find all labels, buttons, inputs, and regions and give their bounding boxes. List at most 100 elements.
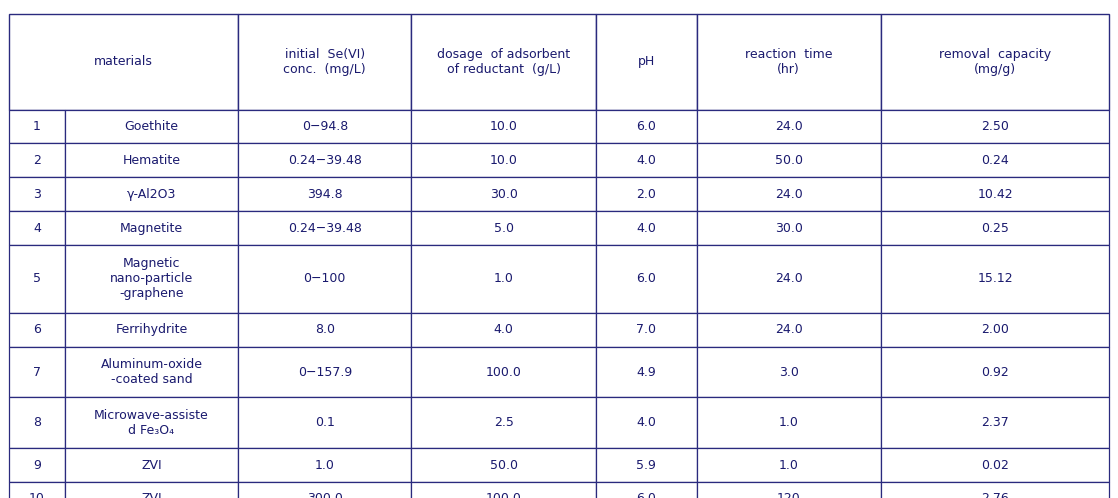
Bar [238, 14, 411, 110]
Text: removal  capacity
(mg/g): removal capacity (mg/g) [939, 48, 1051, 76]
Bar [881, 211, 1109, 245]
Text: 3: 3 [32, 188, 41, 201]
Bar [9, 448, 65, 482]
Bar [238, 397, 411, 448]
Text: 6.0: 6.0 [636, 493, 656, 498]
Bar [596, 211, 697, 245]
Bar [411, 397, 596, 448]
Bar [238, 177, 411, 211]
Bar [596, 110, 697, 143]
Text: 50.0: 50.0 [490, 459, 518, 472]
Bar [881, 313, 1109, 347]
Bar [9, 245, 65, 313]
Text: 7: 7 [32, 366, 41, 378]
Bar [9, 143, 65, 177]
Text: 0−94.8: 0−94.8 [302, 120, 348, 133]
Bar [65, 143, 238, 177]
Bar [697, 482, 881, 498]
Text: Magnetic
nano-particle
-graphene: Magnetic nano-particle -graphene [110, 257, 193, 300]
Bar [65, 482, 238, 498]
Bar [411, 448, 596, 482]
Text: 24.0: 24.0 [775, 188, 803, 201]
Bar [238, 448, 411, 482]
Text: 0.24−39.48: 0.24−39.48 [287, 222, 362, 235]
Bar [238, 482, 411, 498]
Text: 0.24: 0.24 [982, 154, 1008, 167]
Bar [697, 14, 881, 110]
Text: 0.24−39.48: 0.24−39.48 [287, 154, 362, 167]
Text: 2.37: 2.37 [982, 416, 1008, 429]
Bar [697, 245, 881, 313]
Bar [881, 177, 1109, 211]
Text: 0.02: 0.02 [982, 459, 1008, 472]
Bar [9, 110, 65, 143]
Bar [697, 143, 881, 177]
Text: 0.1: 0.1 [315, 416, 334, 429]
Bar [697, 211, 881, 245]
Bar [881, 14, 1109, 110]
Text: 6: 6 [32, 323, 41, 336]
Text: 2: 2 [32, 154, 41, 167]
Text: 2.5: 2.5 [494, 416, 513, 429]
Bar [881, 347, 1109, 397]
Text: 6.0: 6.0 [636, 120, 656, 133]
Bar [65, 177, 238, 211]
Bar [596, 448, 697, 482]
Bar [65, 448, 238, 482]
Text: ZVI: ZVI [141, 459, 162, 472]
Bar [596, 347, 697, 397]
Bar [596, 245, 697, 313]
Text: 24.0: 24.0 [775, 272, 803, 285]
Text: 0−100: 0−100 [304, 272, 345, 285]
Text: 0−157.9: 0−157.9 [297, 366, 352, 378]
Text: 8: 8 [32, 416, 41, 429]
Text: ZVI: ZVI [141, 493, 162, 498]
Bar [596, 397, 697, 448]
Text: 2.00: 2.00 [982, 323, 1008, 336]
Text: 300.0: 300.0 [306, 493, 343, 498]
Bar [411, 14, 596, 110]
Text: 394.8: 394.8 [307, 188, 342, 201]
Bar [238, 313, 411, 347]
Text: 100.0: 100.0 [485, 366, 522, 378]
Bar [881, 245, 1109, 313]
Bar [65, 211, 238, 245]
Text: 3.0: 3.0 [779, 366, 798, 378]
Text: materials: materials [94, 55, 153, 68]
Bar [238, 347, 411, 397]
Bar [65, 397, 238, 448]
Text: 4.0: 4.0 [636, 222, 656, 235]
Text: 15.12: 15.12 [977, 272, 1013, 285]
Text: 1.0: 1.0 [315, 459, 334, 472]
Text: 0.92: 0.92 [982, 366, 1008, 378]
Text: 1.0: 1.0 [494, 272, 513, 285]
Text: 9: 9 [32, 459, 41, 472]
Text: 7.0: 7.0 [636, 323, 656, 336]
Bar [65, 110, 238, 143]
Bar [238, 143, 411, 177]
Bar [697, 347, 881, 397]
Text: Magnetite: Magnetite [120, 222, 183, 235]
Bar [238, 110, 411, 143]
Bar [411, 143, 596, 177]
Text: 6.0: 6.0 [636, 272, 656, 285]
Text: 0.25: 0.25 [982, 222, 1008, 235]
Bar [411, 347, 596, 397]
Text: Hematite: Hematite [123, 154, 180, 167]
Text: 120: 120 [777, 493, 800, 498]
Bar [9, 211, 65, 245]
Bar [881, 482, 1109, 498]
Text: 30.0: 30.0 [490, 188, 518, 201]
Bar [65, 245, 238, 313]
Text: 24.0: 24.0 [775, 120, 803, 133]
Bar [697, 110, 881, 143]
Text: 10: 10 [29, 493, 45, 498]
Bar [9, 177, 65, 211]
Text: dosage  of adsorbent
of reductant  (g/L): dosage of adsorbent of reductant (g/L) [437, 48, 570, 76]
Bar [65, 347, 238, 397]
Text: 2.0: 2.0 [636, 188, 656, 201]
Bar [65, 313, 238, 347]
Text: 5.9: 5.9 [636, 459, 656, 472]
Text: 2.50: 2.50 [982, 120, 1008, 133]
Text: Goethite: Goethite [124, 120, 179, 133]
